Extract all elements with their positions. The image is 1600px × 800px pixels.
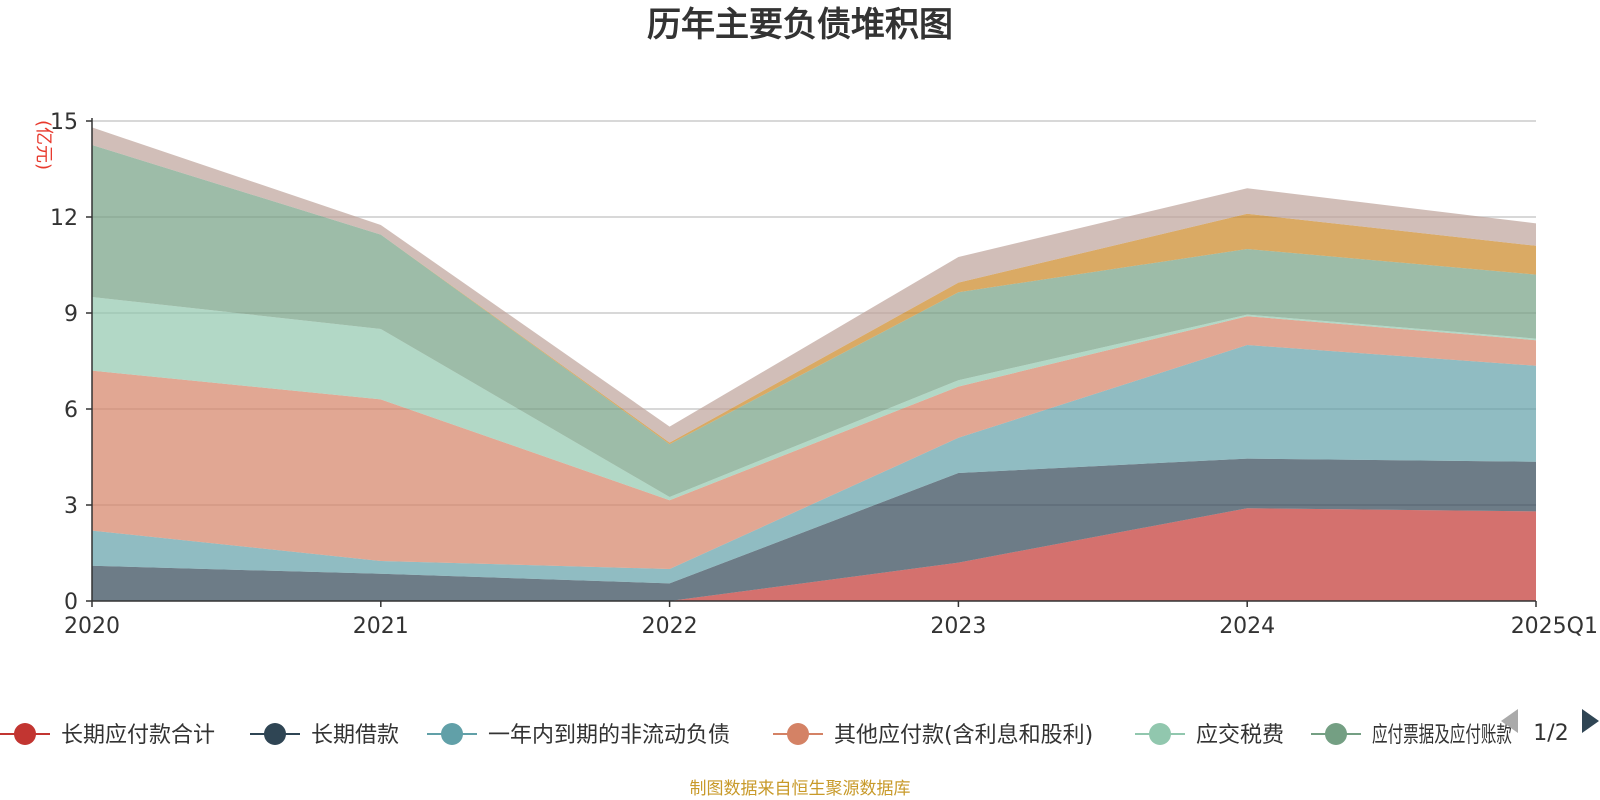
y-tick-label-0: 0 [64, 590, 78, 615]
area-series-2[interactable] [92, 458, 1536, 601]
legend-item-6[interactable]: 应付票据及应付账款 [1311, 723, 1512, 748]
area-series-group [92, 127, 1536, 601]
x-tick-label-2022: 2022 [642, 614, 698, 639]
data-source-note: 制图数据来自恒生聚源数据库 [690, 779, 911, 799]
y-tick-label-6: 6 [64, 398, 78, 423]
legend-circle-icon [787, 723, 809, 745]
legend-circle-icon [1149, 723, 1171, 745]
legend-label: 长期借款 [311, 723, 399, 748]
legend-label: 应交税费 [1196, 723, 1284, 748]
legend-item-1[interactable]: 长期应付款合计 [0, 723, 215, 748]
x-tick-label-2024: 2024 [1219, 614, 1275, 639]
legend: 长期应付款合计 长期借款 一年内到期的非流动负债 其他应付款(含利息和股利) 应交税费 应… [0, 723, 1512, 748]
area-series-4[interactable] [92, 316, 1536, 569]
y-tick-label-12: 12 [50, 206, 78, 231]
legend-prev-page-icon[interactable] [1501, 709, 1518, 733]
chart-title: 历年主要负债堆积图 [647, 5, 953, 45]
legend-label: 一年内到期的非流动负债 [488, 723, 730, 748]
area-series-3[interactable] [92, 345, 1536, 584]
y-tick-label-3: 3 [64, 494, 78, 519]
y-tick-label-9: 9 [64, 302, 78, 327]
area-series-1[interactable] [92, 508, 1536, 601]
x-tick-label-2023: 2023 [930, 614, 986, 639]
legend-label: 其他应付款(含利息和股利) [834, 723, 1093, 748]
legend-circle-icon [441, 723, 463, 745]
x-tick-label-2021: 2021 [353, 614, 409, 639]
area-series-8[interactable] [92, 127, 1536, 443]
x-tick-label-2020: 2020 [64, 614, 120, 639]
x-tick-label-2025Q1: 2025Q1 [1511, 614, 1598, 639]
legend-pager: 1/2 [1501, 709, 1599, 746]
legend-label: 长期应付款合计 [61, 723, 215, 748]
legend-circle-icon [264, 723, 286, 745]
legend-item-3[interactable]: 一年内到期的非流动负债 [427, 723, 730, 748]
legend-circle-icon [14, 723, 36, 745]
y-tick-label-15: 15 [50, 110, 78, 135]
area-series-5[interactable] [92, 297, 1536, 501]
y-axis-unit: (亿元) [33, 120, 54, 170]
legend-circle-icon [1325, 723, 1347, 745]
legend-item-5[interactable]: 应交税费 [1135, 723, 1284, 748]
legend-item-2[interactable]: 长期借款 [250, 723, 399, 748]
legend-page-indicator: 1/2 [1533, 721, 1568, 746]
area-series-6[interactable] [92, 145, 1536, 497]
axes: 0 3 6 9 12 15 2020 2021 2022 2023 2024 2025Q1 [50, 110, 1598, 639]
legend-next-page-icon[interactable] [1582, 709, 1599, 733]
legend-label: 应付票据及应付账款 [1372, 723, 1512, 748]
legend-item-4[interactable]: 其他应付款(含利息和股利) [773, 723, 1093, 748]
